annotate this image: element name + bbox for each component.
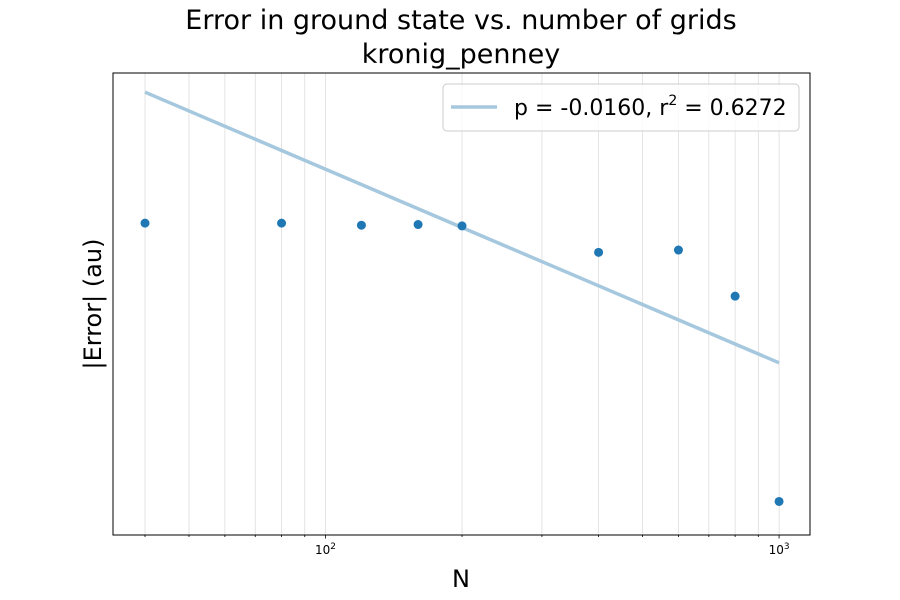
data-point (277, 218, 287, 228)
chart-subtitle: kronig_penney (362, 39, 561, 70)
x-ticks: 102 103 (144, 535, 790, 557)
x-tick-label: 102 (315, 542, 336, 557)
x-axis-label: N (452, 565, 470, 593)
data-point (774, 496, 784, 506)
x-gridlines (144, 73, 780, 535)
y-axis-label: |Error| (au) (79, 239, 107, 370)
data-point (140, 218, 150, 228)
data-point (673, 245, 683, 255)
plot-frame (112, 72, 811, 536)
chart-title: Error in ground state vs. number of grid… (185, 5, 736, 36)
data-point (356, 220, 366, 230)
x-tick-label: 103 (769, 542, 790, 557)
data-point (413, 220, 423, 230)
legend-box (442, 83, 800, 132)
data-point (457, 221, 467, 231)
legend-label: p = -0.0160, r2 = 0.6272 (514, 93, 787, 121)
data-point (594, 247, 604, 257)
legend: p = -0.0160, r2 = 0.6272 (442, 83, 800, 132)
data-point (730, 291, 740, 301)
data-points (140, 218, 784, 506)
